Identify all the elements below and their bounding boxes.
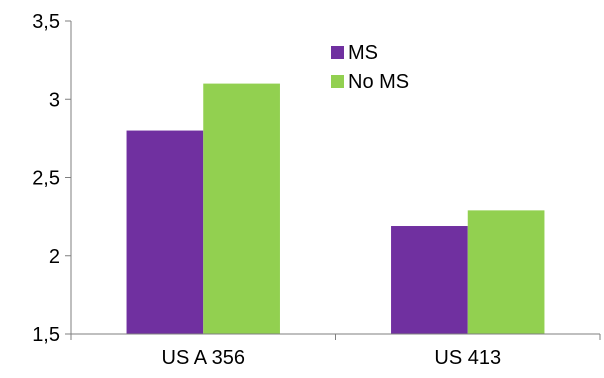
bar-no-ms-1 — [467, 210, 545, 334]
y-axis-ticks: 1,5 2 2,5 3 3,5 — [32, 11, 71, 346]
x-axis-ticks: US A 356 US 413 — [70, 334, 601, 369]
legend: MS No MS — [331, 42, 409, 93]
legend-label: MS — [348, 42, 378, 64]
bars-group — [126, 83, 545, 334]
y-tick-label: 2,5 — [32, 168, 60, 190]
y-tick-label: 1,5 — [32, 324, 60, 346]
y-tick-label: 2 — [49, 246, 60, 268]
bar-no-ms-0 — [203, 83, 280, 334]
bar-ms-0 — [126, 130, 204, 334]
bar-ms-1 — [391, 226, 468, 334]
y-tick-label: 3,5 — [32, 11, 60, 33]
y-tick-label: 3 — [49, 89, 60, 111]
legend-label: No MS — [348, 71, 409, 93]
x-tick-label: US 413 — [434, 347, 501, 369]
legend-swatch — [331, 46, 344, 59]
x-tick-label: US A 356 — [162, 347, 245, 369]
legend-swatch — [331, 75, 344, 88]
